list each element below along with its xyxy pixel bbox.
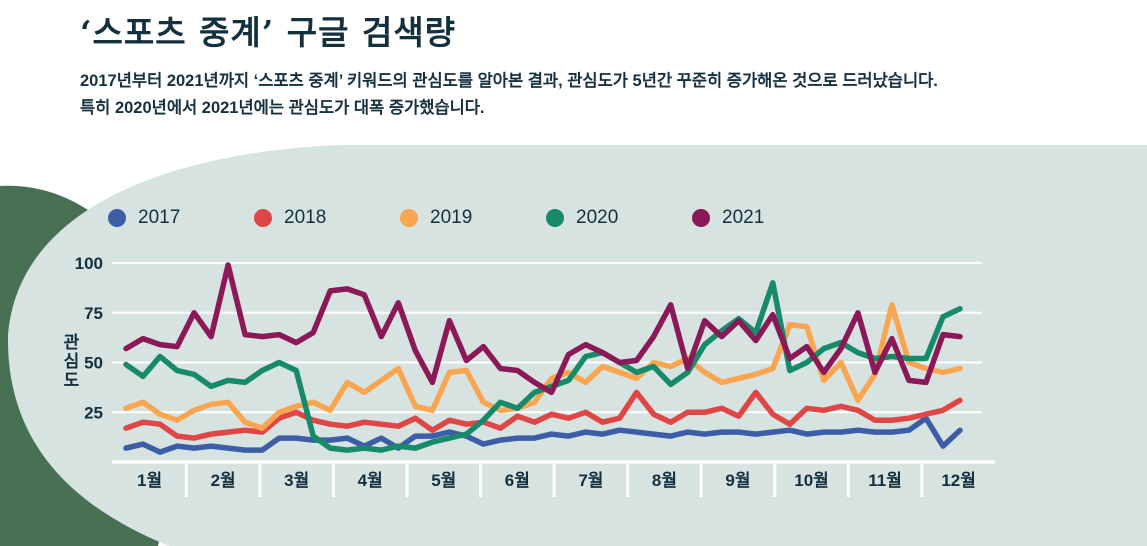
chart-panel-blob (7, 145, 1147, 546)
y-tick-100: 100 (75, 254, 103, 273)
subtitle-line-1: 2017년부터 2021년까지 ‘스포츠 중계’ 키워드의 관심도를 알아본 결… (80, 72, 938, 90)
x-tick-4wol: 4월 (358, 471, 383, 490)
legend-item-2017: 2017 (108, 208, 254, 227)
y-axis-title: 관심도 (60, 333, 79, 390)
x-tick-2wol: 2월 (211, 471, 236, 490)
series-line-2021 (123, 262, 963, 396)
header: ‘스포츠 중계’ 구글 검색량 2017년부터 2021년까지 ‘스포츠 중계’… (80, 6, 1080, 122)
legend-label-2017: 2017 (138, 207, 181, 228)
legend-dot-2019 (400, 208, 418, 227)
legend-dot-2018 (254, 208, 272, 227)
x-tick-3wol: 3월 (284, 471, 309, 490)
legend-label-2018: 2018 (284, 207, 327, 228)
legend-item-2020: 2020 (546, 208, 692, 227)
legend-dot-2017 (108, 208, 126, 227)
legend-label-2019: 2019 (430, 207, 473, 228)
y-tick-25: 25 (84, 403, 103, 422)
x-tick-10wol: 10월 (794, 471, 829, 490)
legend-label-2020: 2020 (576, 207, 619, 228)
x-tick-11wol: 11월 (868, 471, 902, 490)
x-tick-1wol: 1월 (137, 471, 162, 490)
x-tick-5wol: 5월 (431, 471, 456, 490)
x-axis: 1월 2월 3월 4월 5월 6월 7월 8월 9월 10월 11월 12월 (137, 464, 976, 497)
legend-dot-2020 (546, 208, 564, 227)
x-tick-8wol: 8월 (652, 471, 677, 490)
subtitle-line-2: 특히 2020년에서 2021년에는 관심도가 대폭 증가했습니다. (80, 99, 485, 117)
series-line-2018 (123, 389, 963, 441)
x-tick-7wol: 7월 (578, 471, 603, 490)
legend-item-2019: 2019 (400, 208, 546, 227)
x-tick-12wol: 12월 (941, 471, 976, 490)
legend-item-2021: 2021 (692, 208, 838, 227)
series-lines (123, 262, 963, 455)
legend-item-2018: 2018 (254, 208, 400, 227)
legend-dot-2021 (692, 208, 710, 227)
chart-legend: 2017 2018 2019 2020 2021 (108, 208, 838, 227)
y-tick-75: 75 (84, 304, 103, 323)
y-tick-50: 50 (84, 354, 103, 373)
series-line-2017 (123, 415, 963, 455)
gridlines: 25 50 75 100 (75, 254, 995, 464)
x-tick-6wol: 6월 (505, 471, 530, 490)
x-tick-9wol: 9월 (725, 471, 750, 490)
page-title: ‘스포츠 중계’ 구글 검색량 (80, 13, 457, 52)
legend-label-2021: 2021 (722, 207, 765, 228)
